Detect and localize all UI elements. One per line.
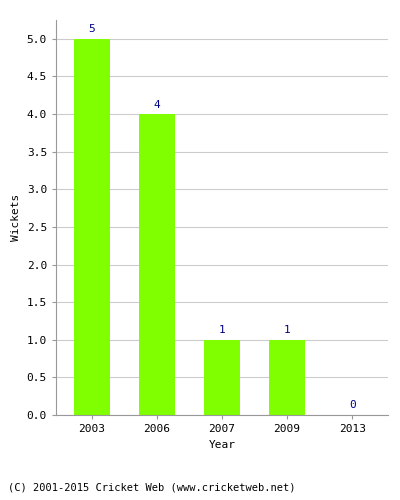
Bar — [139, 114, 175, 415]
Bar — [74, 39, 110, 415]
Bar — [269, 340, 305, 415]
Text: 5: 5 — [88, 24, 95, 34]
Text: 1: 1 — [284, 325, 290, 335]
Text: 0: 0 — [349, 400, 356, 410]
X-axis label: Year: Year — [208, 440, 236, 450]
Text: 1: 1 — [219, 325, 225, 335]
Text: (C) 2001-2015 Cricket Web (www.cricketweb.net): (C) 2001-2015 Cricket Web (www.cricketwe… — [8, 482, 296, 492]
Text: 4: 4 — [154, 100, 160, 110]
Bar — [204, 340, 240, 415]
Y-axis label: Wickets: Wickets — [11, 194, 21, 241]
